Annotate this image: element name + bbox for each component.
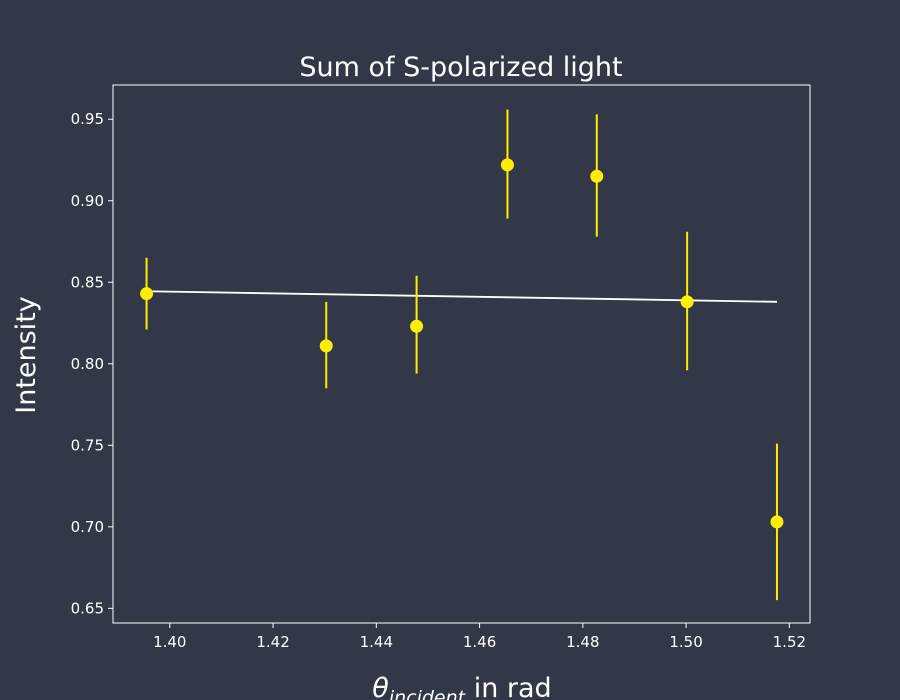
y-tick-label: 0.90 bbox=[71, 192, 104, 210]
plot-frame bbox=[112, 84, 811, 624]
x-axis-label-symbol: θ bbox=[372, 673, 389, 700]
x-tick-label: 1.44 bbox=[360, 633, 393, 651]
errorbar-layer bbox=[145, 109, 778, 601]
x-tick-label: 1.40 bbox=[153, 633, 186, 651]
data-point bbox=[590, 169, 604, 183]
y-tick-label: 0.75 bbox=[71, 436, 104, 454]
y-axis-label: Intensity bbox=[11, 296, 42, 414]
y-tick-label: 0.95 bbox=[71, 110, 104, 128]
y-tick-label: 0.85 bbox=[71, 273, 104, 291]
x-tick-label: 1.46 bbox=[463, 633, 496, 651]
y-tick-label: 0.70 bbox=[71, 518, 104, 536]
x-tick-label: 1.52 bbox=[773, 633, 806, 651]
y-tick-label: 0.65 bbox=[71, 599, 104, 617]
data-point bbox=[500, 158, 514, 172]
x-axis-label-subscript: incident bbox=[389, 687, 467, 700]
x-tick-label: 1.48 bbox=[566, 633, 599, 651]
y-tick-label: 0.80 bbox=[71, 355, 104, 373]
chart-title: Sum of S-polarized light bbox=[299, 52, 622, 83]
data-point bbox=[770, 515, 784, 529]
x-tick-label: 1.50 bbox=[669, 633, 702, 651]
data-point bbox=[680, 295, 694, 309]
x-axis-label-suffix: in rad bbox=[465, 673, 552, 700]
data-point-layer bbox=[140, 158, 784, 529]
fit-line bbox=[146, 290, 777, 303]
fit-line-layer bbox=[146, 290, 777, 303]
x-tick-label: 1.42 bbox=[256, 633, 289, 651]
y-axis-ticks: 0.65 0.70 0.75 0.80 0.85 0.90 0.95 bbox=[71, 110, 113, 617]
data-point bbox=[319, 339, 333, 353]
x-axis-label: θincident in rad bbox=[372, 673, 551, 700]
data-point bbox=[410, 319, 424, 333]
x-axis-ticks: 1.40 1.42 1.44 1.46 1.48 1.50 1.52 bbox=[153, 623, 806, 651]
data-point bbox=[140, 287, 154, 301]
